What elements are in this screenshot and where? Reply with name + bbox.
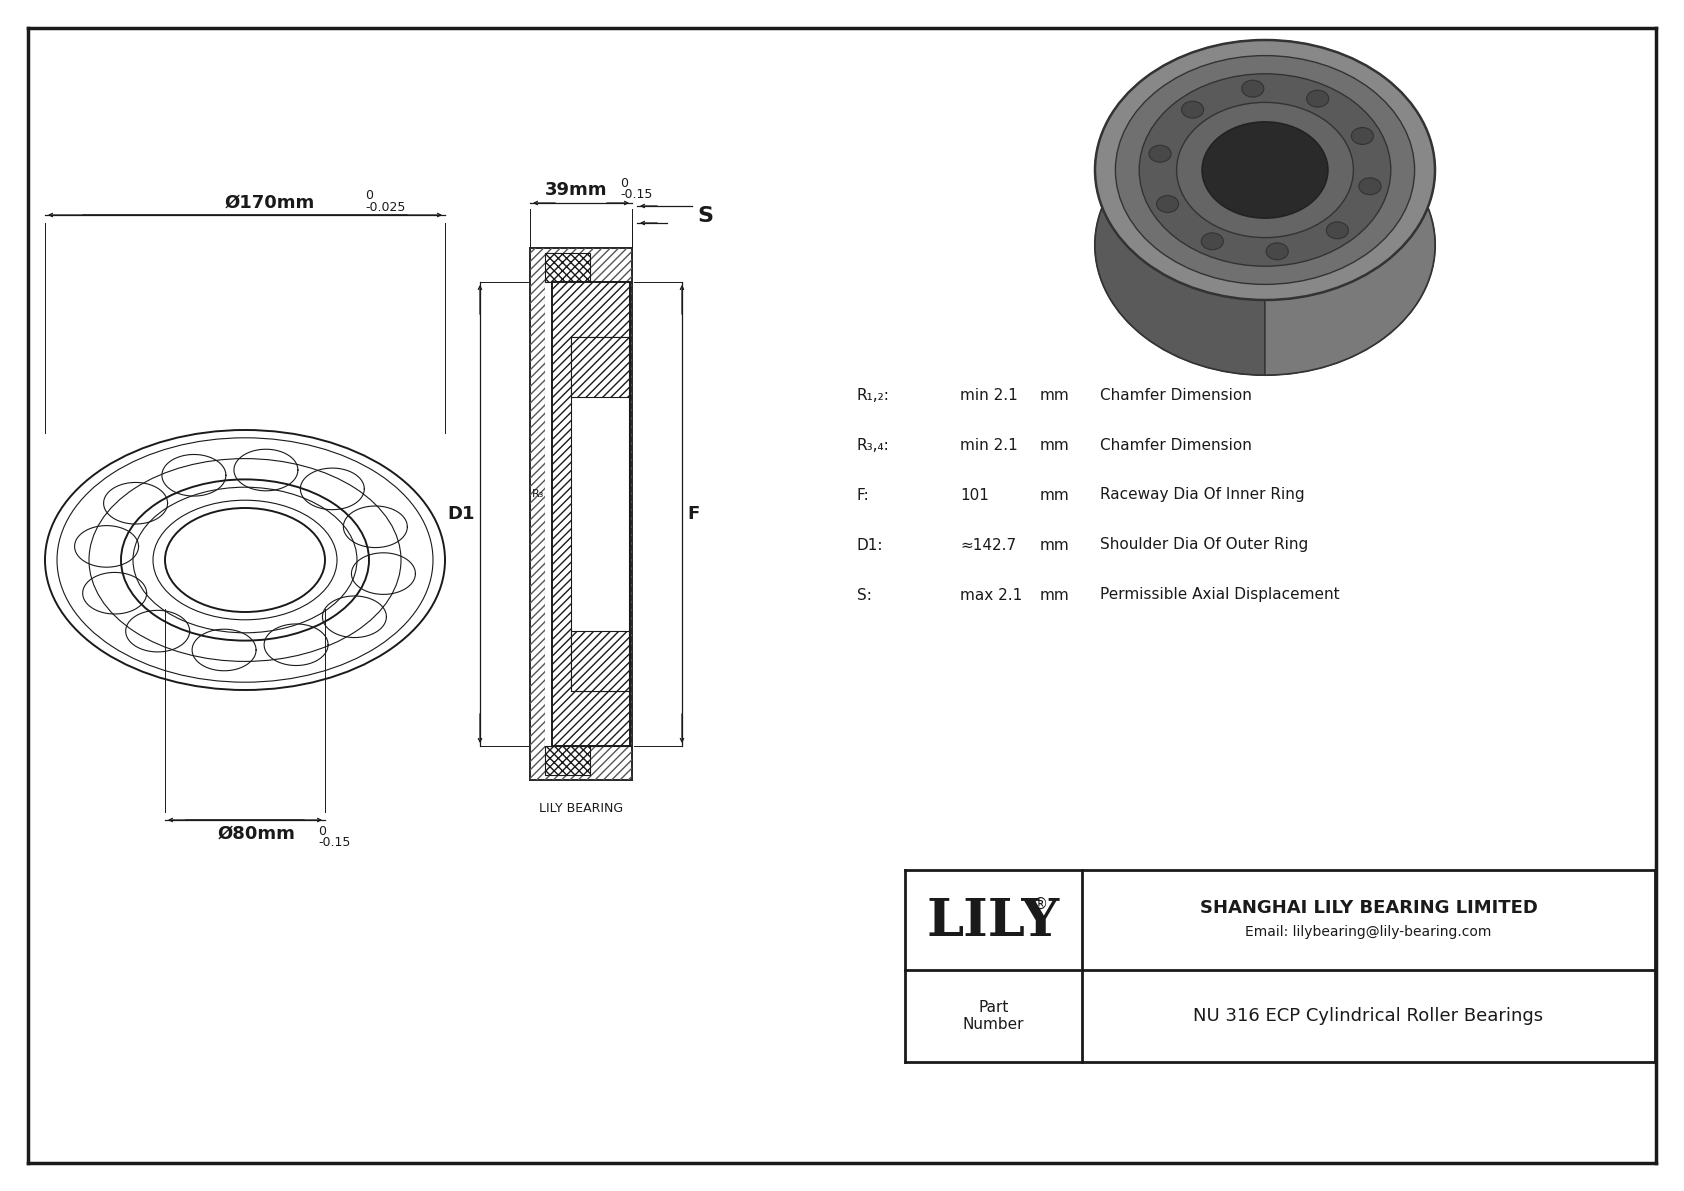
Text: mm: mm <box>1041 387 1069 403</box>
Ellipse shape <box>1095 116 1435 375</box>
Text: R₃: R₃ <box>532 490 544 499</box>
Text: R₁,₂:: R₁,₂: <box>857 387 889 403</box>
Ellipse shape <box>1351 127 1374 144</box>
Text: Email: lilybearing@lily-bearing.com: Email: lilybearing@lily-bearing.com <box>1244 925 1492 939</box>
Text: Ø170mm: Ø170mm <box>226 194 315 212</box>
Ellipse shape <box>1177 102 1354 237</box>
Text: SHANGHAI LILY BEARING LIMITED: SHANGHAI LILY BEARING LIMITED <box>1199 899 1537 917</box>
Text: ®: ® <box>1032 897 1047 911</box>
Text: mm: mm <box>1041 537 1069 553</box>
Ellipse shape <box>1115 56 1415 285</box>
Text: min 2.1: min 2.1 <box>960 437 1017 453</box>
Text: F:: F: <box>857 487 869 503</box>
Text: mm: mm <box>1041 437 1069 453</box>
Text: -0.15: -0.15 <box>620 188 652 201</box>
Ellipse shape <box>1327 222 1349 238</box>
Text: Ø80mm: Ø80mm <box>217 825 296 843</box>
Text: R₃,₄:: R₃,₄: <box>857 437 889 453</box>
Bar <box>571 337 630 691</box>
Text: D1:: D1: <box>857 537 884 553</box>
Text: R₂: R₂ <box>547 285 561 295</box>
Text: Chamfer Dimension: Chamfer Dimension <box>1100 437 1251 453</box>
Ellipse shape <box>1148 145 1170 162</box>
Ellipse shape <box>1157 195 1179 212</box>
Text: LILY BEARING: LILY BEARING <box>539 802 623 815</box>
Ellipse shape <box>1095 40 1435 300</box>
Ellipse shape <box>1359 177 1381 194</box>
Polygon shape <box>1095 40 1265 375</box>
Polygon shape <box>1265 40 1435 375</box>
Text: Chamfer Dimension: Chamfer Dimension <box>1100 387 1251 403</box>
Text: max 2.1: max 2.1 <box>960 587 1022 603</box>
Text: S:: S: <box>857 587 872 603</box>
Text: mm: mm <box>1041 587 1069 603</box>
Text: 39mm: 39mm <box>544 181 608 199</box>
Text: 0: 0 <box>620 177 628 191</box>
Text: Permissible Axial Displacement: Permissible Axial Displacement <box>1100 587 1340 603</box>
Text: -0.15: -0.15 <box>318 836 350 849</box>
Bar <box>530 248 632 780</box>
Ellipse shape <box>1201 233 1223 250</box>
Ellipse shape <box>1138 74 1391 267</box>
Bar <box>552 282 630 746</box>
Text: LILY: LILY <box>926 897 1059 948</box>
Text: NU 316 ECP Cylindrical Roller Bearings: NU 316 ECP Cylindrical Roller Bearings <box>1194 1008 1544 1025</box>
Bar <box>571 631 630 691</box>
Bar <box>571 337 630 397</box>
Text: min 2.1: min 2.1 <box>960 387 1017 403</box>
Ellipse shape <box>1182 101 1204 118</box>
Bar <box>546 252 589 282</box>
Text: ≈142.7: ≈142.7 <box>960 537 1015 553</box>
Text: R₁: R₁ <box>616 287 630 297</box>
Text: Raceway Dia Of Inner Ring: Raceway Dia Of Inner Ring <box>1100 487 1305 503</box>
Text: Shoulder Dia Of Outer Ring: Shoulder Dia Of Outer Ring <box>1100 537 1308 553</box>
Text: F: F <box>687 505 699 523</box>
Bar <box>546 282 632 746</box>
Text: 0: 0 <box>318 825 327 838</box>
Bar <box>530 248 632 780</box>
Polygon shape <box>1265 121 1329 293</box>
Text: Part
Number: Part Number <box>963 999 1024 1033</box>
Text: -0.025: -0.025 <box>365 201 406 214</box>
Bar <box>546 746 589 775</box>
Ellipse shape <box>1202 121 1329 218</box>
Text: mm: mm <box>1041 487 1069 503</box>
Text: 0: 0 <box>365 189 372 202</box>
Ellipse shape <box>1307 91 1329 107</box>
Text: S: S <box>697 206 712 226</box>
Text: D1: D1 <box>448 505 475 523</box>
Ellipse shape <box>1266 243 1288 260</box>
Ellipse shape <box>1241 80 1265 98</box>
Text: 101: 101 <box>960 487 989 503</box>
Ellipse shape <box>1202 197 1329 293</box>
Text: R₄: R₄ <box>554 519 566 529</box>
